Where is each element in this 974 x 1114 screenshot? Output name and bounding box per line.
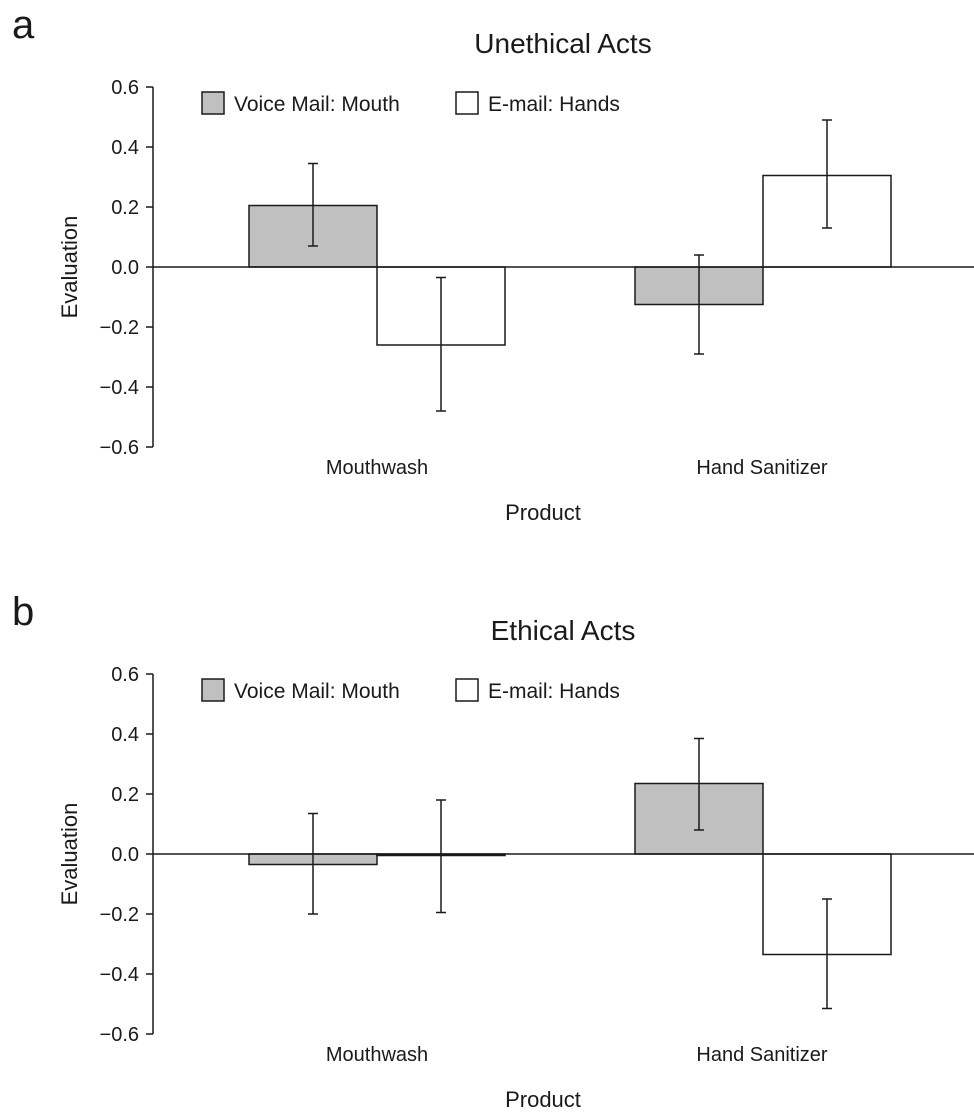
legend-swatch-voice-mail-mouth: [202, 679, 224, 701]
legend-swatch-voice-mail-mouth: [202, 92, 224, 114]
legend-swatch-email-hands: [456, 679, 478, 701]
category-label: Hand Sanitizer: [696, 457, 828, 479]
legend-label: E-mail: Hands: [488, 93, 620, 116]
panel-letter: b: [12, 590, 34, 634]
y-tick-label: 0.2: [111, 784, 139, 806]
y-tick-label: −0.4: [100, 964, 139, 986]
y-axis-title: Evaluation: [57, 216, 82, 319]
legend-label: Voice Mail: Mouth: [234, 93, 400, 116]
chart-panel-a: a Unethical Acts 0.6 0.4 0.2 0.0 −0.2 −0.4 −0.6 E…: [12, 3, 974, 525]
y-tick-label: −0.6: [100, 1024, 139, 1046]
chart-title: Ethical Acts: [491, 615, 636, 646]
y-tick-label: 0.4: [111, 137, 139, 159]
y-tick-label: 0.6: [111, 664, 139, 686]
y-tick-label: 0.6: [111, 77, 139, 99]
category-label: Hand Sanitizer: [696, 1044, 828, 1066]
y-tick-label: 0.4: [111, 724, 139, 746]
x-axis-title: Product: [505, 500, 581, 525]
panel-letter: a: [12, 3, 35, 47]
legend-label: E-mail: Hands: [488, 680, 620, 703]
category-label: Mouthwash: [326, 1044, 428, 1066]
y-tick-label: 0.0: [111, 844, 139, 866]
chart-title: Unethical Acts: [474, 28, 651, 59]
y-tick-label: −0.2: [100, 904, 139, 926]
y-tick-label: 0.2: [111, 197, 139, 219]
category-label: Mouthwash: [326, 457, 428, 479]
x-axis-title: Product: [505, 1087, 581, 1109]
chart-panel-b: b Ethical Acts 0.6 0.4 0.2 0.0 −0.2 −0.4 −0.6 Eva…: [12, 590, 974, 1109]
y-tick-label: −0.2: [100, 317, 139, 339]
y-tick-label: −0.4: [100, 377, 139, 399]
y-tick-label: 0.0: [111, 257, 139, 279]
y-tick-label: −0.6: [100, 437, 139, 459]
legend-label: Voice Mail: Mouth: [234, 680, 400, 703]
legend-swatch-email-hands: [456, 92, 478, 114]
y-axis-title: Evaluation: [57, 803, 82, 906]
